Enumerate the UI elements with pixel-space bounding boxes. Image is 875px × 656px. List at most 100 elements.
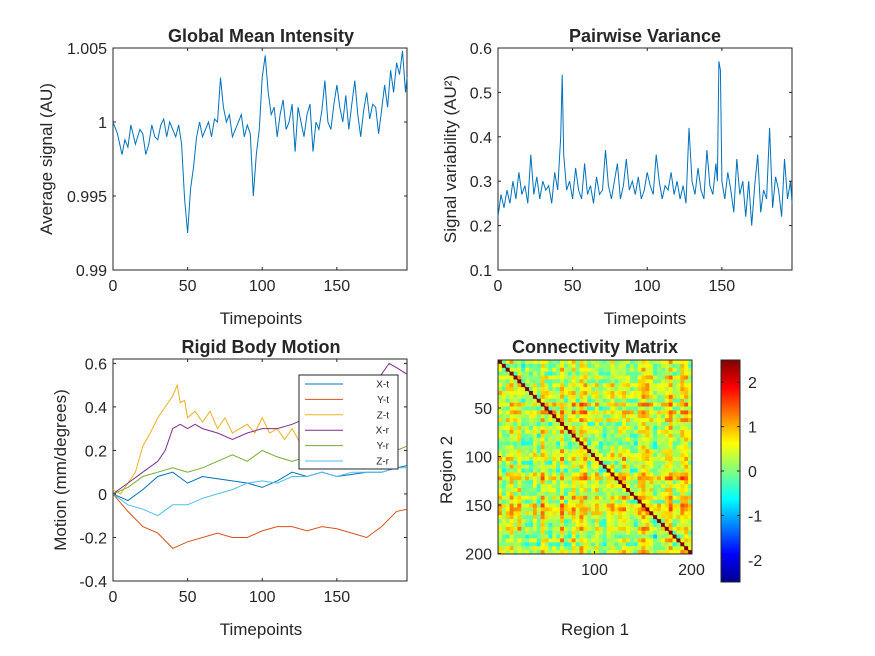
heatmap-cell bbox=[641, 441, 646, 446]
heatmap-cell bbox=[587, 503, 592, 508]
heatmap-cell bbox=[645, 546, 650, 551]
heatmap-cell bbox=[633, 422, 638, 427]
heatmap-cell bbox=[579, 491, 584, 497]
heatmap-cell bbox=[583, 433, 588, 438]
heatmap-cell bbox=[672, 503, 677, 508]
heatmap-cell bbox=[556, 422, 561, 427]
heatmap-cell bbox=[657, 495, 662, 500]
heatmap-cell bbox=[688, 433, 693, 438]
heatmap-cell bbox=[622, 522, 627, 528]
heatmap-cell bbox=[556, 414, 561, 419]
heatmap-cell bbox=[676, 402, 681, 407]
heatmap-cell bbox=[571, 515, 576, 520]
heatmap-cell bbox=[649, 476, 654, 481]
heatmap-cell bbox=[501, 464, 507, 469]
heatmap-cell bbox=[688, 495, 693, 500]
heatmap-cell bbox=[610, 488, 615, 493]
heatmap-cell bbox=[595, 480, 600, 485]
heatmap-cell bbox=[657, 433, 662, 438]
heatmap-cell bbox=[529, 472, 534, 477]
heatmap-cell bbox=[680, 387, 685, 392]
heatmap-cell bbox=[684, 538, 689, 543]
heatmap-cell bbox=[668, 507, 673, 512]
heatmap-cell bbox=[556, 402, 561, 407]
heatmap-cell bbox=[556, 511, 561, 516]
heatmap-cell bbox=[614, 491, 619, 497]
heatmap-cell bbox=[614, 453, 619, 458]
heatmap-cell bbox=[684, 550, 689, 555]
heatmap-cell bbox=[587, 476, 592, 481]
heatmap-cell bbox=[525, 480, 530, 485]
heatmap-cell bbox=[622, 406, 627, 411]
heatmap-cell bbox=[517, 410, 522, 415]
heatmap-cell bbox=[606, 445, 611, 450]
heatmap-cell bbox=[525, 530, 530, 535]
heatmap-cell bbox=[575, 402, 580, 407]
heatmap-cell bbox=[649, 526, 654, 532]
heatmap-cell bbox=[513, 363, 518, 369]
heatmap-cell bbox=[587, 546, 592, 551]
heatmap-cell bbox=[688, 476, 693, 481]
variance-ytick-label: 0.6 bbox=[470, 41, 492, 58]
heatmap-cell bbox=[571, 484, 576, 489]
heatmap-cell bbox=[610, 522, 615, 528]
heatmap-cell bbox=[668, 488, 673, 493]
heatmap-cell bbox=[653, 406, 658, 411]
heatmap-cell bbox=[591, 472, 596, 477]
heatmap-cell bbox=[579, 453, 584, 458]
heatmap-cell bbox=[560, 491, 565, 497]
heatmap-cell bbox=[637, 414, 642, 419]
heatmap-cell bbox=[622, 526, 627, 532]
heatmap-cell bbox=[629, 437, 635, 442]
heatmap-cell bbox=[513, 534, 518, 539]
heatmap-cell bbox=[641, 383, 646, 388]
heatmap-cell bbox=[552, 550, 557, 555]
heatmap-cell bbox=[626, 464, 631, 469]
heatmap-cell bbox=[575, 457, 580, 462]
heatmap-cell bbox=[521, 410, 526, 415]
heatmap-cell bbox=[595, 507, 600, 512]
heatmap-cell bbox=[540, 499, 545, 504]
heatmap-cell bbox=[598, 422, 604, 427]
heatmap-cell bbox=[645, 511, 650, 516]
heatmap-cell bbox=[575, 530, 580, 535]
heatmap-cell bbox=[657, 542, 662, 547]
heatmap-cell bbox=[610, 371, 615, 376]
heatmap-cell bbox=[521, 530, 526, 535]
heatmap-cell bbox=[567, 410, 573, 415]
heatmap-cell bbox=[509, 410, 514, 415]
heatmap-cell bbox=[575, 468, 580, 473]
heatmap-cell bbox=[672, 499, 677, 504]
heatmap-cell bbox=[498, 437, 503, 442]
heatmap-cell bbox=[657, 480, 662, 485]
heatmap-cell bbox=[618, 418, 623, 423]
heatmap-cell bbox=[517, 387, 522, 392]
heatmap-cell bbox=[575, 445, 580, 450]
heatmap-cell bbox=[606, 422, 611, 427]
heatmap-cell bbox=[629, 453, 635, 458]
heatmap-cell bbox=[587, 379, 592, 384]
heatmap-cell bbox=[579, 383, 584, 388]
heatmap-cell bbox=[556, 530, 561, 535]
heatmap-cell bbox=[529, 375, 534, 380]
heatmap-cell bbox=[509, 383, 514, 388]
heatmap-cell bbox=[622, 503, 627, 508]
heatmap-cell bbox=[633, 414, 638, 419]
global-xtick-label: 100 bbox=[249, 278, 276, 295]
heatmap-cell bbox=[645, 488, 650, 493]
heatmap-cell bbox=[517, 394, 522, 400]
heatmap-cell bbox=[587, 484, 592, 489]
heatmap-cell bbox=[540, 363, 545, 369]
heatmap-cell bbox=[598, 387, 604, 392]
heatmap-cell bbox=[598, 546, 604, 551]
heatmap-cell bbox=[591, 394, 596, 400]
heatmap-cell bbox=[552, 484, 557, 489]
heatmap-cell bbox=[595, 464, 600, 469]
heatmap-cell bbox=[614, 464, 619, 469]
heatmap-cell bbox=[680, 519, 685, 524]
heatmap-cell bbox=[622, 394, 627, 400]
heatmap-cell bbox=[649, 542, 654, 547]
heatmap-cell bbox=[540, 371, 545, 376]
heatmap-cell bbox=[649, 457, 654, 462]
heatmap-cell bbox=[509, 414, 514, 419]
